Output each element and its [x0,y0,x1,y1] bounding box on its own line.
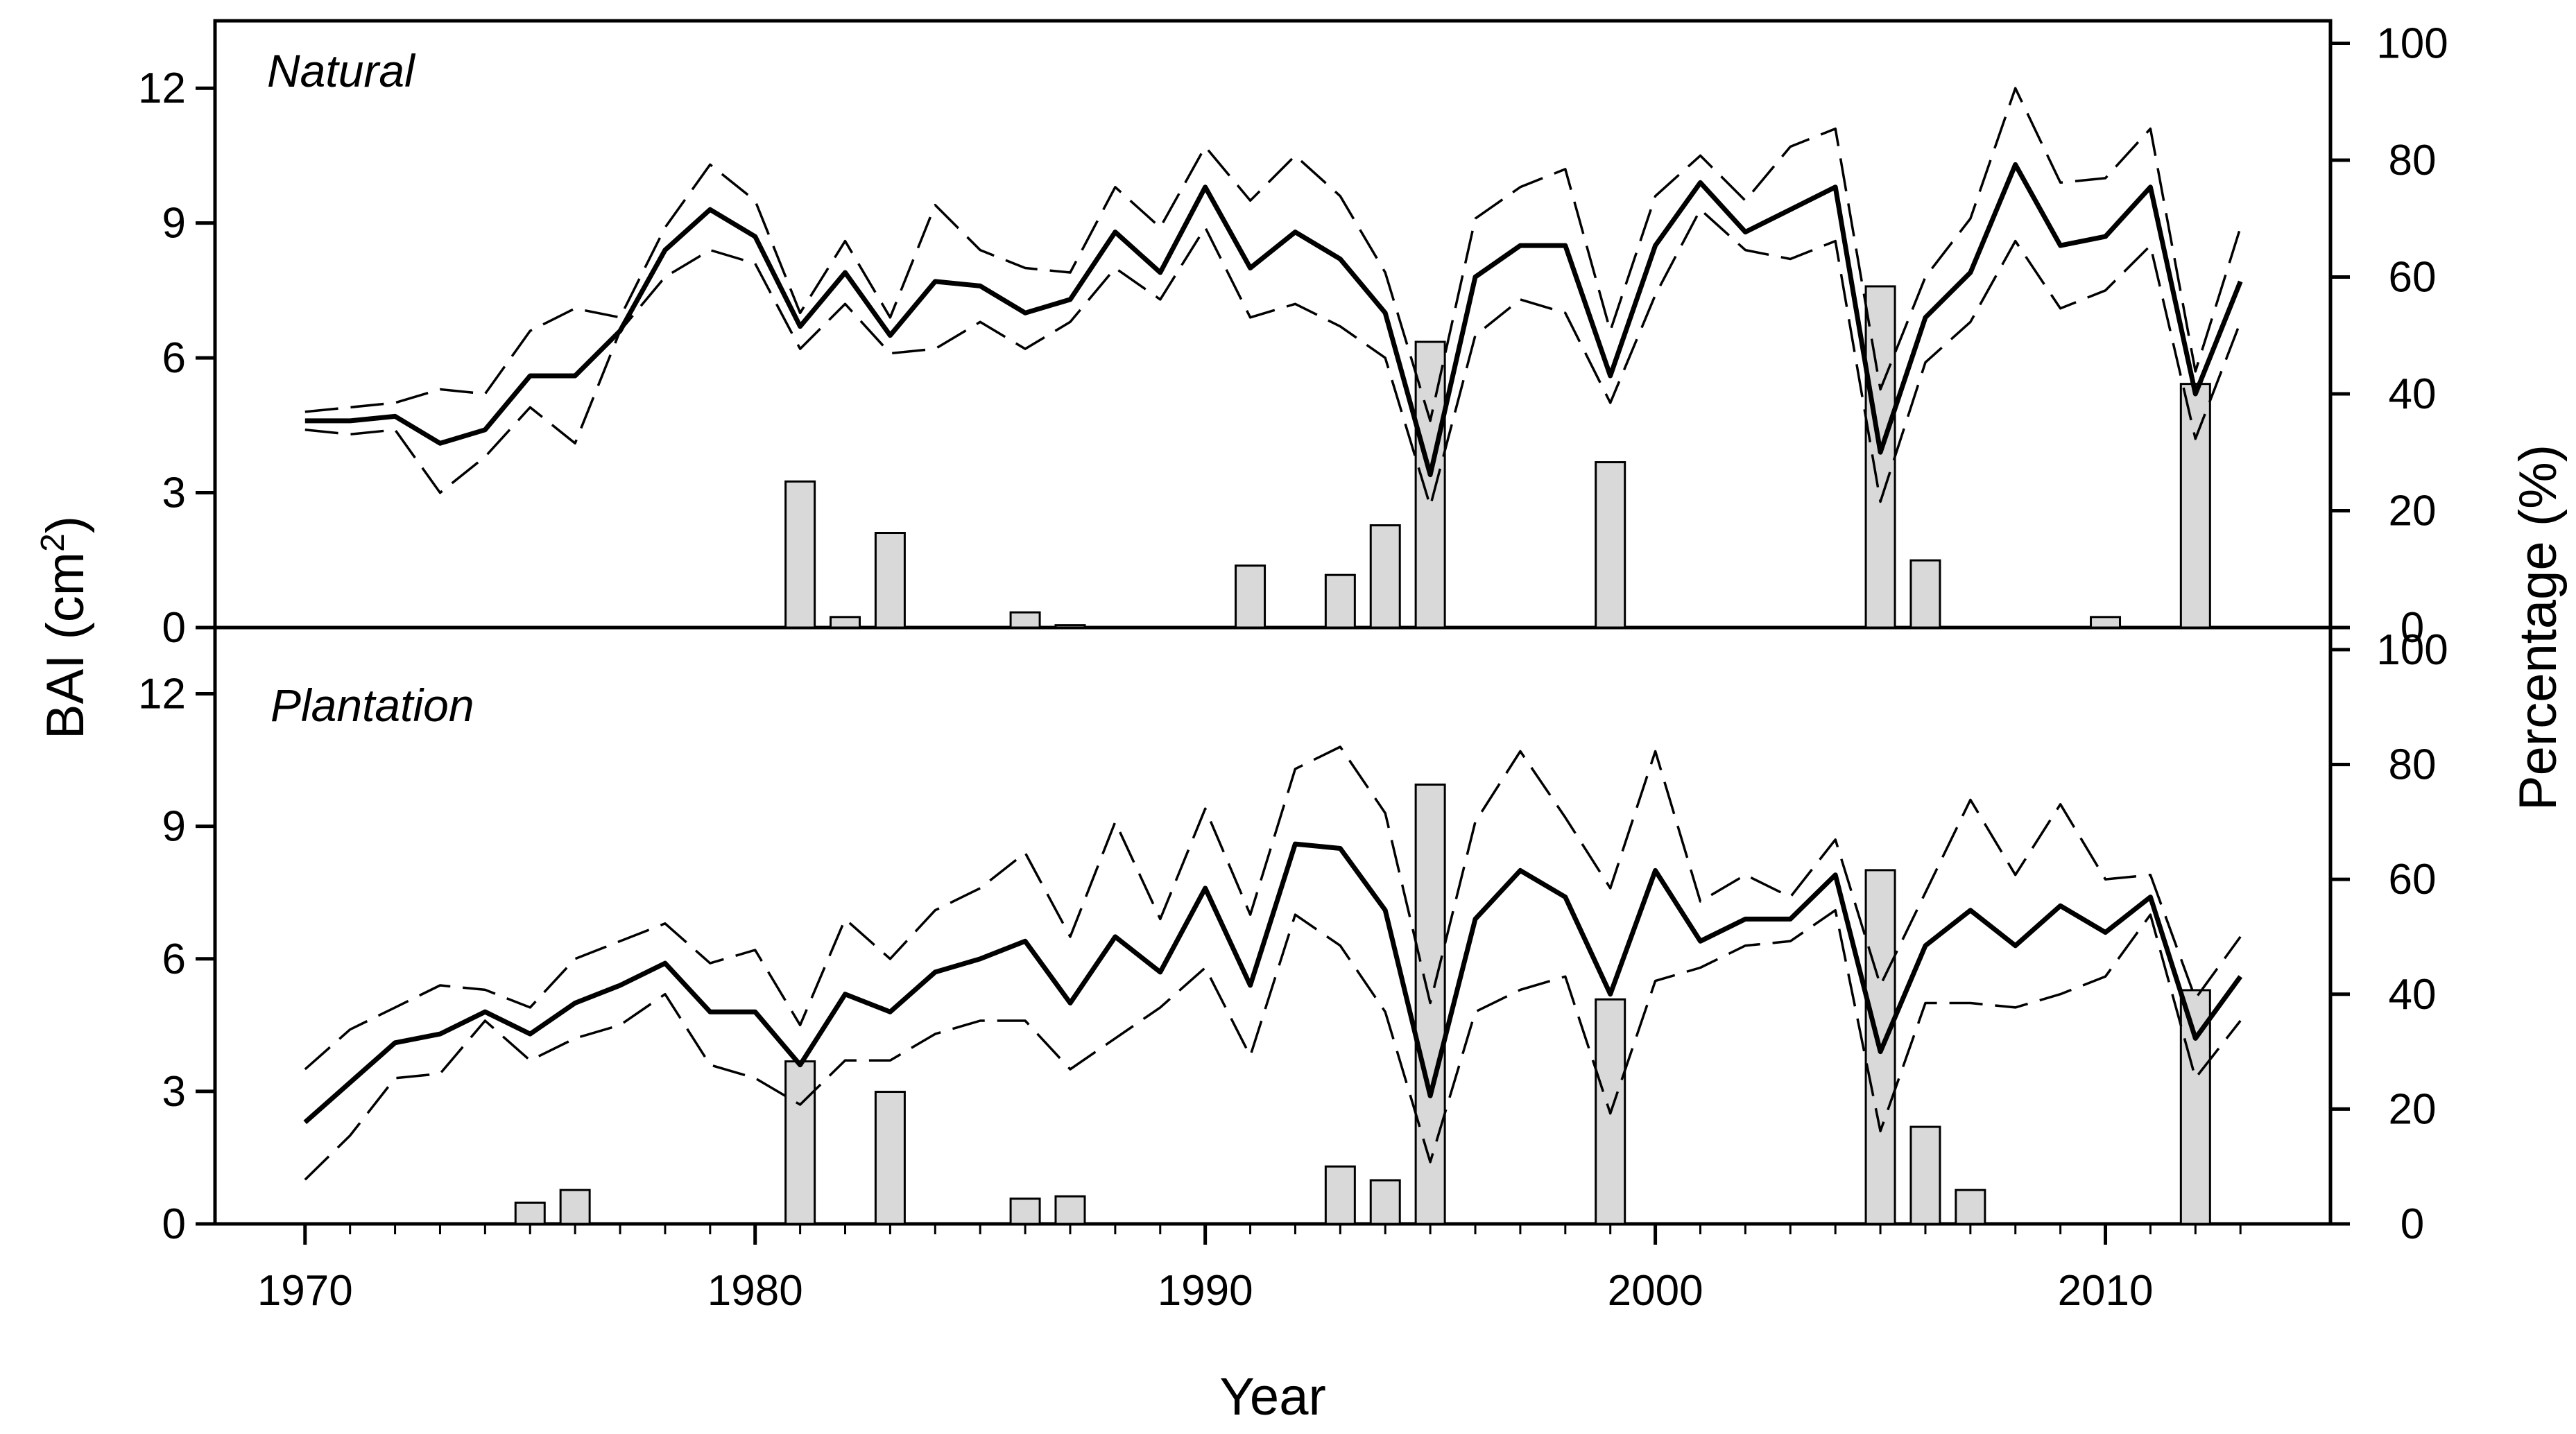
plantation-right-tick-label-80: 80 [2389,741,2437,789]
natural-bar-2005 [1864,285,1896,629]
natural-left-tick-label-12: 12 [138,64,186,112]
plantation-bar-1981 [784,1060,816,1225]
natural-right-tick-label-60: 60 [2389,253,2437,301]
left-axis-title: BAI (cm2) [35,516,95,739]
plantation-upper-line [304,745,2242,1071]
natural-upper-line [304,87,2242,422]
plantation-bar-1987 [1054,1195,1086,1225]
plantation-panel-title: Plantation [271,680,474,731]
natural-right-tick-label-40: 40 [2389,370,2437,418]
plantation-right-tick-label-20: 20 [2389,1085,2437,1133]
x-axis: 1970 1980 1990 2000 2010 [257,1224,2242,1315]
plantation-right-tick-label-40: 40 [2389,971,2437,1019]
plantation-panel-frame [213,625,2333,1226]
plantation-bar-1976 [559,1189,591,1225]
natural-left-tick-label-6: 6 [162,334,186,382]
plantation-left-tick-label-3: 3 [162,1068,186,1116]
x-tick-label-1990: 1990 [1158,1267,1253,1315]
x-axis-title: Year [1219,1367,1326,1426]
natural-panel: 0 3 6 9 12 0 20 40 60 80 100 [138,19,2448,652]
plantation-bar-1983 [874,1091,906,1225]
natural-bar-2006 [1909,559,1941,629]
natural-left-tick-label-3: 3 [162,469,186,517]
x-tick-label-1980: 1980 [707,1267,803,1315]
plantation-mean-line [303,841,2243,1125]
natural-bar-1993 [1324,573,1356,629]
x-tick-label-2010: 2010 [2058,1267,2154,1315]
natural-mean-line [304,162,2243,478]
plantation-left-tick-label-12: 12 [138,671,186,718]
x-tick-label-1970: 1970 [257,1267,353,1315]
natural-bar-1991 [1235,564,1266,629]
natural-bar-1981 [784,480,816,629]
natural-bar-1983 [874,532,906,629]
plantation-panel: 0 3 6 9 12 0 20 40 60 80 100 [138,626,2448,1248]
plantation-right-tick-label-0: 0 [2401,1200,2424,1248]
plantation-right-tick-label-60: 60 [2389,856,2437,904]
natural-bar-2010 [2090,616,2122,629]
natural-bar-1995 [1414,340,1446,629]
plantation-bar-1975 [514,1201,546,1225]
left-axis-title-main: BAI (cm [36,552,95,739]
natural-bar-1987 [1054,624,1086,629]
natural-lower-line [304,208,2242,508]
natural-right-tick-label-20: 20 [2389,487,2437,535]
natural-bar-1986 [1009,611,1041,629]
plantation-left-tick-label-0: 0 [162,1200,186,1248]
plantation-bar-1986 [1009,1198,1041,1225]
natural-right-tick-label-0: 0 [2401,604,2424,652]
plantation-right-tick-label-100: 100 [2376,626,2448,674]
natural-panel-frame [213,19,2333,630]
left-axis-title-superscript: 2 [35,533,71,552]
plantation-bar-1994 [1369,1179,1401,1225]
natural-right-tick-label-80: 80 [2389,137,2437,184]
plantation-bar-2007 [1955,1189,1986,1225]
natural-bar-2012 [2179,383,2211,629]
plantation-bar-1993 [1324,1165,1356,1225]
plantation-left-tick-label-9: 9 [162,803,186,851]
left-axis-title-close: ) [36,516,95,533]
natural-right-tick-label-100: 100 [2376,19,2448,67]
right-axis-title: Percentage (%) [2509,444,2568,811]
natural-bar-1982 [830,616,861,629]
plantation-left-tick-label-6: 6 [162,935,186,983]
natural-panel-title: Natural [267,45,416,96]
x-tick-label-2000: 2000 [1608,1267,1703,1315]
plantation-lower-line [304,908,2242,1181]
natural-left-tick-label-9: 9 [162,200,186,248]
natural-bar-1999 [1595,461,1626,629]
natural-left-tick-label-0: 0 [162,604,186,652]
plantation-bar-2006 [1909,1125,1941,1225]
natural-bar-1994 [1369,524,1401,629]
